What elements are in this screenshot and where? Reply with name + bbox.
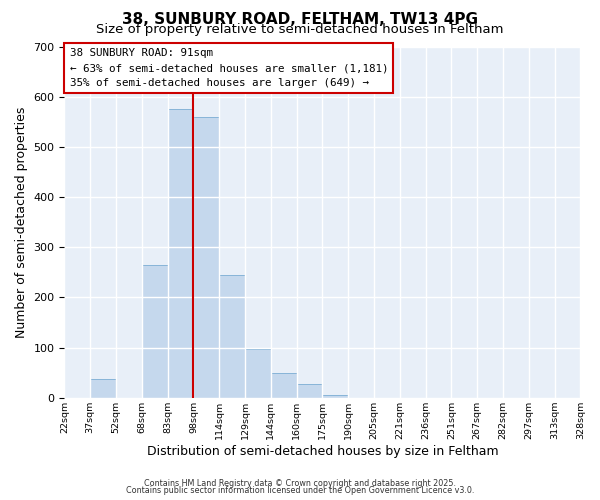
Bar	[271, 372, 296, 398]
Text: Contains public sector information licensed under the Open Government Licence v3: Contains public sector information licen…	[126, 486, 474, 495]
X-axis label: Distribution of semi-detached houses by size in Feltham: Distribution of semi-detached houses by …	[146, 444, 498, 458]
Text: Size of property relative to semi-detached houses in Feltham: Size of property relative to semi-detach…	[96, 22, 504, 36]
Text: 38, SUNBURY ROAD, FELTHAM, TW13 4PG: 38, SUNBURY ROAD, FELTHAM, TW13 4PG	[122, 12, 478, 28]
Bar	[193, 116, 219, 398]
Bar	[142, 264, 167, 398]
Y-axis label: Number of semi-detached properties: Number of semi-detached properties	[15, 106, 28, 338]
Bar	[167, 109, 193, 398]
Text: 38 SUNBURY ROAD: 91sqm
← 63% of semi-detached houses are smaller (1,181)
35% of : 38 SUNBURY ROAD: 91sqm ← 63% of semi-det…	[70, 48, 388, 88]
Bar	[219, 275, 245, 398]
Bar	[296, 384, 322, 398]
Text: Contains HM Land Registry data © Crown copyright and database right 2025.: Contains HM Land Registry data © Crown c…	[144, 478, 456, 488]
Bar	[90, 379, 116, 398]
Bar	[322, 395, 348, 398]
Bar	[245, 349, 271, 398]
